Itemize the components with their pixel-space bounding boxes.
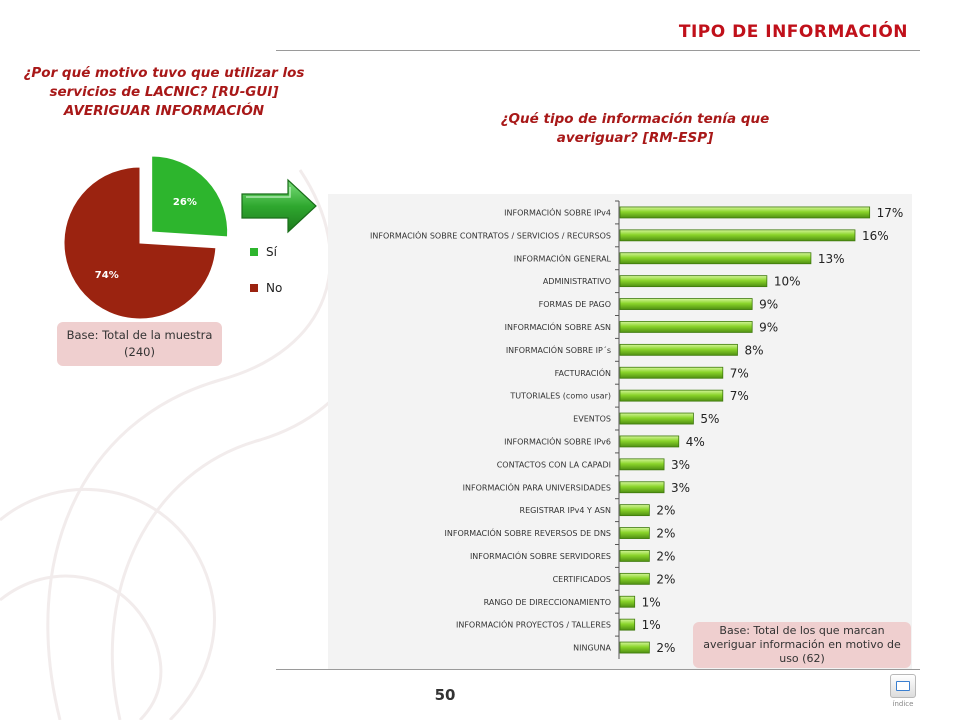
bar-category-label: INFORMACIÓN SOBRE CONTRATOS / SERVICIOS … [370,229,611,240]
bar-chart-panel [328,194,912,670]
bar [619,504,650,517]
bar [619,641,650,654]
bar [619,550,650,562]
bar-value-label: 2% [656,572,675,586]
index-label: índice [892,700,914,708]
question-right: ¿Qué tipo de información tenía que averi… [500,111,770,146]
bar-category-label: CERTIFICADOS [553,575,611,584]
legend-item-no: No [250,278,282,298]
bar-value-label: 2% [656,527,675,541]
bar-value-label: 1% [642,618,661,632]
bar [619,321,753,333]
bar [619,343,738,356]
bar-category-label: REGISTRAR IPv4 Y ASN [520,506,611,515]
bar [619,298,753,310]
base-note-averiguar: Base: Total de los que marcan averiguar … [693,622,911,668]
bar [619,595,636,608]
bar [619,572,650,585]
bar-category-label: INFORMACIÓN GENERAL [514,252,612,263]
bar [619,389,724,402]
bar [619,481,665,494]
right-arrow-icon [241,178,317,234]
header-divider [276,50,920,51]
window-glyph-icon [896,681,910,691]
bar-value-label: 13% [818,252,845,266]
bar-category-label: INFORMACIÓN SOBRE SERVIDORES [470,550,611,561]
index-button[interactable]: índice [888,674,918,714]
legend-label-si: Sí [266,245,277,259]
bar-category-label: INFORMACIÓN PARA UNIVERSIDADES [463,481,611,492]
bar-value-label: 1% [642,595,661,609]
bar [619,229,856,242]
bar-category-label: INFORMACIÓN SOBRE IPv4 [504,206,611,217]
bar-category-label: INFORMACIÓN SOBRE IPv6 [504,435,611,446]
bar-category-label: NINGUNA [573,644,611,653]
bar-value-label: 2% [656,504,675,518]
base-note-sample: Base: Total de la muestra (240) [57,322,222,366]
legend-item-si: Sí [250,242,282,262]
bar-value-label: 5% [700,412,719,426]
bar-category-label: CONTACTOS CON LA CAPADI [497,460,611,469]
bar [619,366,724,379]
footer-divider [276,669,920,670]
bar [619,252,812,265]
bar-value-label: 16% [862,229,889,243]
pie-legend: Sí No [250,242,282,314]
bar-category-label: INFORMACIÓN SOBRE REVERSOS DE DNS [445,527,612,538]
bar-value-label: 2% [656,549,675,563]
bar-value-label: 10% [774,275,801,289]
pie-value-label: 26% [173,197,197,208]
pie-value-label: 74% [95,270,119,281]
bar-value-label: 17% [877,206,904,220]
bar [619,435,680,448]
bar-value-label: 2% [656,641,675,655]
bar-value-label: 3% [671,481,690,495]
page-number: 50 [434,686,456,704]
bar-value-label: 3% [671,458,690,472]
bar-category-label: INFORMACIÓN SOBRE ASN [505,321,611,332]
pie-slice-no [63,166,217,320]
bar-value-label: 9% [759,320,778,334]
legend-label-no: No [266,281,283,295]
bar-value-label: 4% [686,435,705,449]
bar-category-label: INFORMACIÓN SOBRE IP´s [506,344,611,355]
page-title: TIPO DE INFORMACIÓN [678,22,908,42]
bar-category-label: INFORMACIÓN PROYECTOS / TALLERES [456,619,611,630]
index-icon [890,674,916,698]
bar-category-label: ADMINISTRATIVO [543,277,611,286]
legend-swatch-no [250,284,258,292]
bar [619,527,650,539]
question-left: ¿Por qué motivo tuvo que utilizar los se… [23,65,305,119]
bar-value-label: 8% [744,343,763,357]
bar-category-label: RANGO DE DIRECCIONAMIENTO [484,598,611,607]
bar-category-label: TUTORIALES (como usar) [509,392,611,401]
bar-category-label: EVENTOS [573,415,611,424]
bar-value-label: 7% [730,366,749,380]
bar-category-label: FORMAS DE PAGO [539,300,611,309]
bar [619,206,871,219]
bar-chart: INFORMACIÓN SOBRE IPv4 17% INFORMACIÓN SOB… [370,200,904,659]
bar [619,458,665,471]
pie-slice-si [151,155,229,238]
bar [619,412,694,425]
bar-category-label: FACTURACIÓN [555,367,611,378]
bar [619,275,768,288]
bar [619,618,636,631]
bar-value-label: 7% [730,389,749,403]
pie-chart: 26% 74% [63,155,229,320]
legend-swatch-si [250,248,258,256]
bar-value-label: 9% [759,298,778,312]
